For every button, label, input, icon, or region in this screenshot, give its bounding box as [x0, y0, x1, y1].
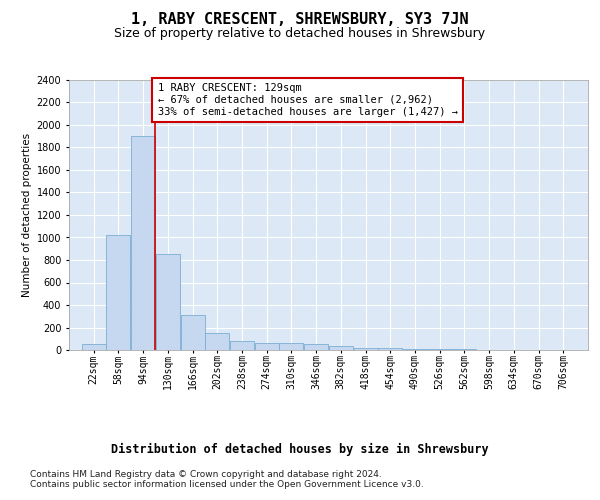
- Bar: [181, 315, 205, 350]
- Text: 1, RABY CRESCENT, SHREWSBURY, SY3 7JN: 1, RABY CRESCENT, SHREWSBURY, SY3 7JN: [131, 12, 469, 28]
- Bar: [280, 343, 304, 350]
- Bar: [156, 254, 180, 350]
- Bar: [428, 349, 452, 350]
- Text: Size of property relative to detached houses in Shrewsbury: Size of property relative to detached ho…: [115, 28, 485, 40]
- Bar: [255, 343, 279, 350]
- Bar: [378, 348, 402, 350]
- Bar: [304, 344, 328, 350]
- Bar: [353, 348, 377, 350]
- Text: Distribution of detached houses by size in Shrewsbury: Distribution of detached houses by size …: [111, 442, 489, 456]
- Bar: [329, 346, 353, 350]
- Bar: [205, 333, 229, 350]
- Text: Contains HM Land Registry data © Crown copyright and database right 2024.
Contai: Contains HM Land Registry data © Crown c…: [30, 470, 424, 490]
- Y-axis label: Number of detached properties: Number of detached properties: [22, 133, 32, 297]
- Bar: [82, 344, 106, 350]
- Text: 1 RABY CRESCENT: 129sqm
← 67% of detached houses are smaller (2,962)
33% of semi: 1 RABY CRESCENT: 129sqm ← 67% of detache…: [158, 84, 458, 116]
- Bar: [230, 341, 254, 350]
- Bar: [403, 348, 427, 350]
- Bar: [131, 136, 155, 350]
- Bar: [106, 236, 130, 350]
